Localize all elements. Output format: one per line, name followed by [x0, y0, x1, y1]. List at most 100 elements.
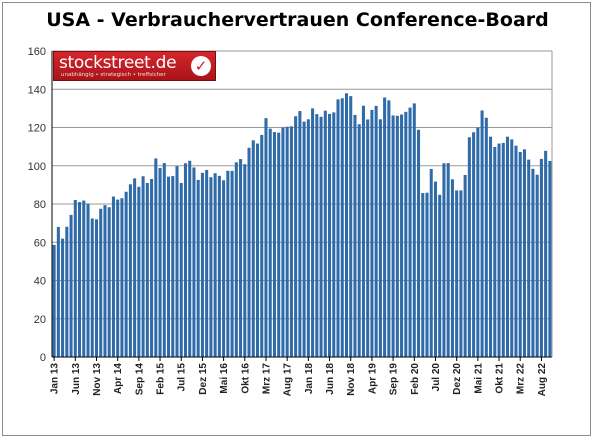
- x-tick-label: Aug 22: [537, 363, 548, 397]
- x-tick-label: Aug 17: [283, 363, 294, 397]
- bar: [116, 199, 120, 357]
- bar: [141, 176, 145, 357]
- x-tick-label: Jun 18: [325, 363, 336, 395]
- bar: [234, 162, 238, 357]
- bar: [260, 134, 264, 357]
- bar: [294, 116, 298, 357]
- bar: [56, 226, 60, 357]
- bar: [272, 132, 276, 357]
- bar: [213, 173, 217, 357]
- bar: [480, 110, 484, 357]
- bar: [264, 118, 268, 357]
- bar: [239, 159, 243, 357]
- bar: [94, 219, 99, 357]
- bar: [179, 182, 183, 357]
- bar: [383, 97, 387, 357]
- x-tick-label: Feb 15: [156, 363, 167, 395]
- bar: [251, 140, 255, 357]
- bar: [361, 105, 365, 357]
- bar: [243, 164, 247, 357]
- bar: [120, 198, 124, 357]
- y-tick-label: 120: [28, 123, 46, 135]
- bar: [455, 190, 459, 357]
- y-tick-label: 60: [34, 237, 46, 249]
- y-tick-label: 140: [28, 84, 46, 96]
- bar: [255, 143, 260, 357]
- checkmark-icon: ✓: [191, 56, 211, 76]
- bar: [90, 218, 94, 357]
- bar: [438, 194, 442, 357]
- bar: [421, 193, 425, 357]
- bar: [315, 114, 319, 357]
- bar: [374, 105, 378, 357]
- bar: [188, 160, 192, 357]
- bar: [99, 208, 103, 357]
- x-tick-label: Mrz 22: [516, 363, 527, 395]
- bar: [370, 109, 374, 357]
- bar: [344, 93, 349, 358]
- bar: [158, 168, 162, 357]
- bar: [518, 151, 522, 357]
- bar: [311, 108, 315, 357]
- x-tick-label: Dez 20: [452, 363, 463, 395]
- x-axis-ticks: Jan 13 Jun 13 Nov 13 Apr 14 Sep 14 Feb 15 Jul …: [50, 357, 548, 396]
- x-tick-label: Jul 20: [431, 363, 442, 392]
- bar: [476, 127, 480, 357]
- bar: [306, 119, 310, 358]
- bar: [217, 175, 221, 357]
- x-tick-label: Sep 14: [134, 363, 145, 396]
- y-tick-label: 80: [34, 199, 46, 211]
- bar: [535, 174, 539, 357]
- bar: [387, 100, 391, 357]
- bar: [539, 158, 543, 357]
- bar: [400, 114, 404, 358]
- bar: [505, 136, 510, 357]
- bar: [247, 147, 251, 357]
- bar: [412, 103, 416, 357]
- bar: [230, 170, 234, 357]
- bar: [222, 180, 226, 357]
- bar: [78, 202, 82, 357]
- stockstreet-logo: stockstreet.de unabhängig • strategisch …: [53, 51, 216, 81]
- bar: [336, 99, 340, 357]
- bar: [408, 107, 412, 357]
- bar: [154, 158, 158, 357]
- bar: [446, 163, 450, 357]
- y-tick-label: 100: [28, 161, 46, 173]
- bar: [65, 226, 69, 357]
- bar: [378, 119, 382, 358]
- x-tick-label: Nov 13: [92, 363, 103, 396]
- bar: [319, 116, 323, 357]
- x-tick-label: Apr 14: [113, 363, 124, 395]
- bar: [73, 199, 77, 357]
- bar: [391, 115, 395, 357]
- bar: [69, 214, 73, 357]
- bar: [209, 177, 213, 357]
- x-tick-label: Jan 13: [50, 363, 61, 395]
- bar: [205, 169, 209, 357]
- bar: [472, 132, 476, 357]
- bar: [366, 119, 370, 357]
- y-axis-ticks: 0 20 40 60 80 100 120 140 160: [28, 46, 46, 364]
- bar: [268, 128, 272, 357]
- bar: [484, 117, 488, 357]
- bar: [527, 159, 531, 357]
- x-tick-label: Okt 16: [240, 363, 251, 394]
- bar: [450, 179, 454, 357]
- bar: [137, 186, 141, 357]
- bar: [150, 178, 154, 357]
- bar: [425, 192, 429, 357]
- bar: [111, 196, 115, 357]
- bar: [61, 238, 65, 357]
- bar: [298, 111, 302, 358]
- y-tick-label: 160: [28, 46, 46, 58]
- bar: [52, 244, 56, 357]
- bar: [167, 176, 171, 357]
- bar: [429, 169, 433, 357]
- y-tick-label: 40: [34, 276, 46, 288]
- bar: [353, 114, 357, 357]
- bar: [395, 115, 399, 358]
- logo-tagline: unabhängig • strategisch • treffsicher: [61, 72, 166, 78]
- bar: [145, 182, 149, 357]
